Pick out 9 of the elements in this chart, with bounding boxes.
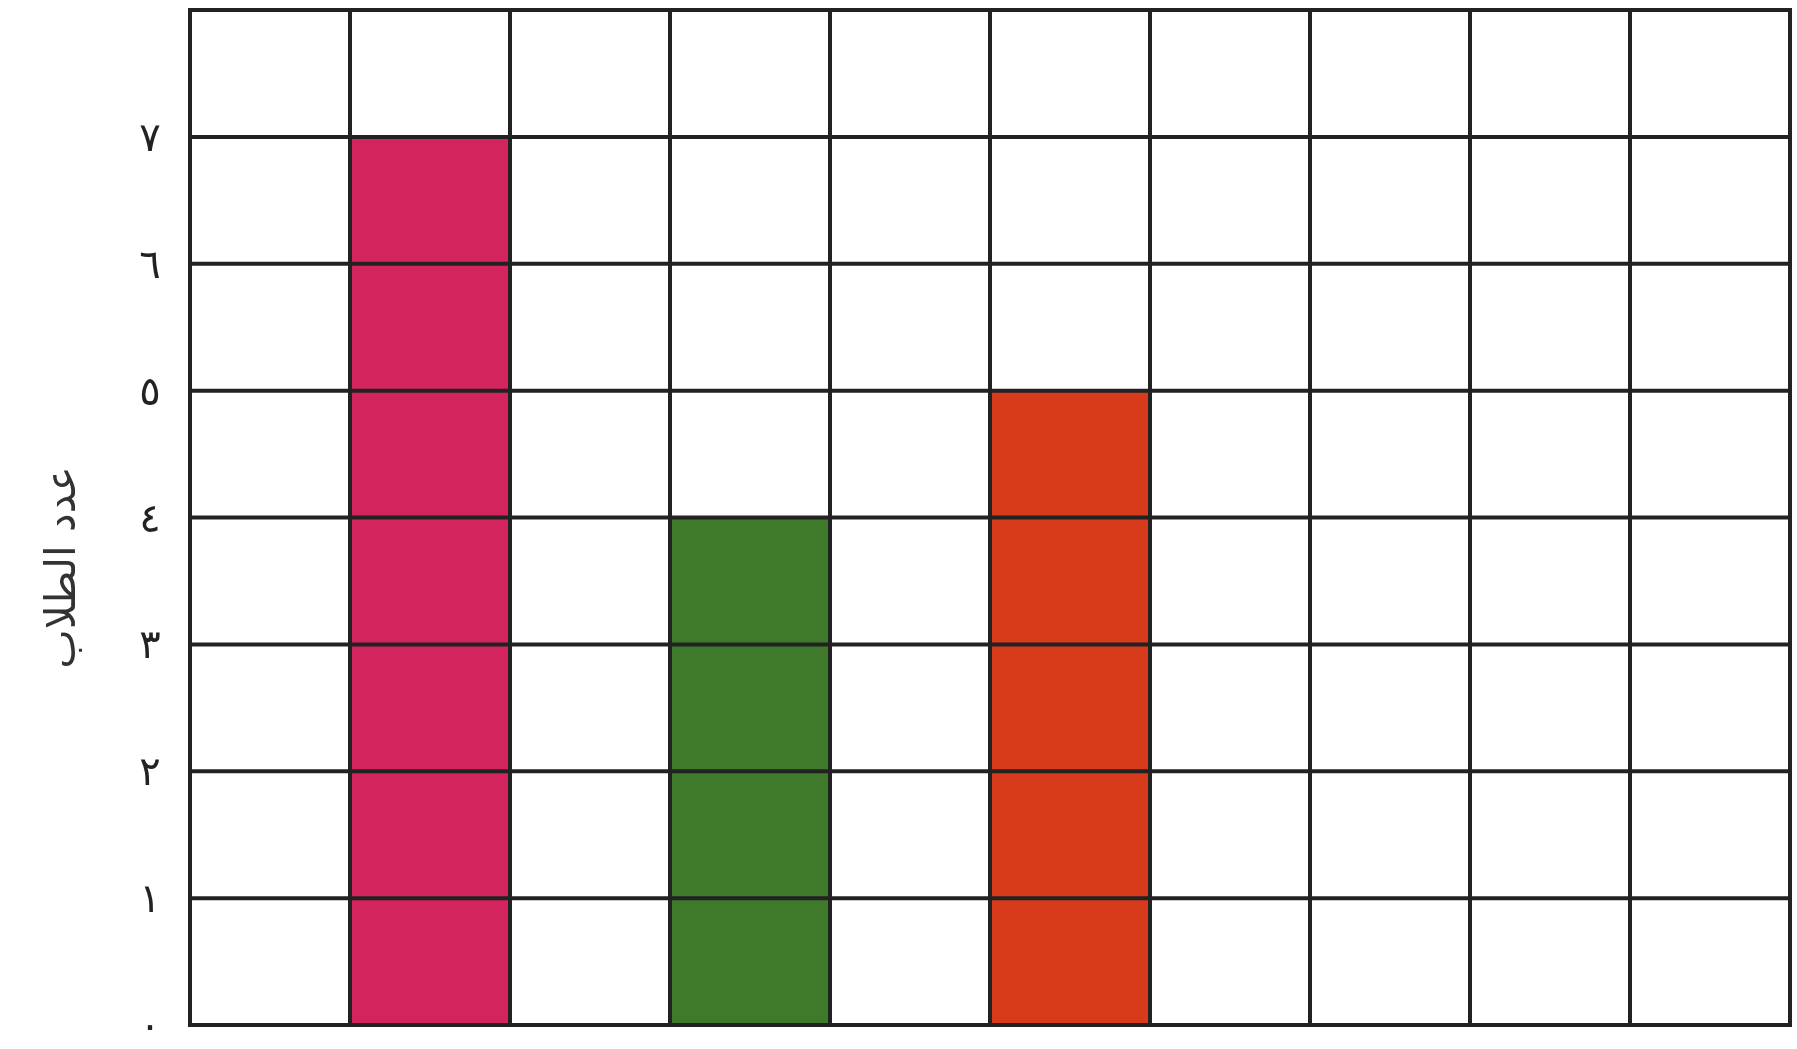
y-tick-label: ٥ bbox=[139, 367, 161, 414]
y-tick-label: ٧ bbox=[139, 113, 161, 160]
y-tick-label: ٣ bbox=[139, 621, 161, 668]
y-tick-label: ٦ bbox=[139, 240, 161, 287]
y-tick-label: ١ bbox=[139, 875, 161, 922]
y-tick-label: ٢ bbox=[139, 748, 161, 795]
y-axis-title: عدد الطلاب bbox=[35, 466, 85, 669]
y-tick-label: ٠ bbox=[139, 1002, 161, 1048]
y-tick-label: ٤ bbox=[139, 494, 161, 541]
